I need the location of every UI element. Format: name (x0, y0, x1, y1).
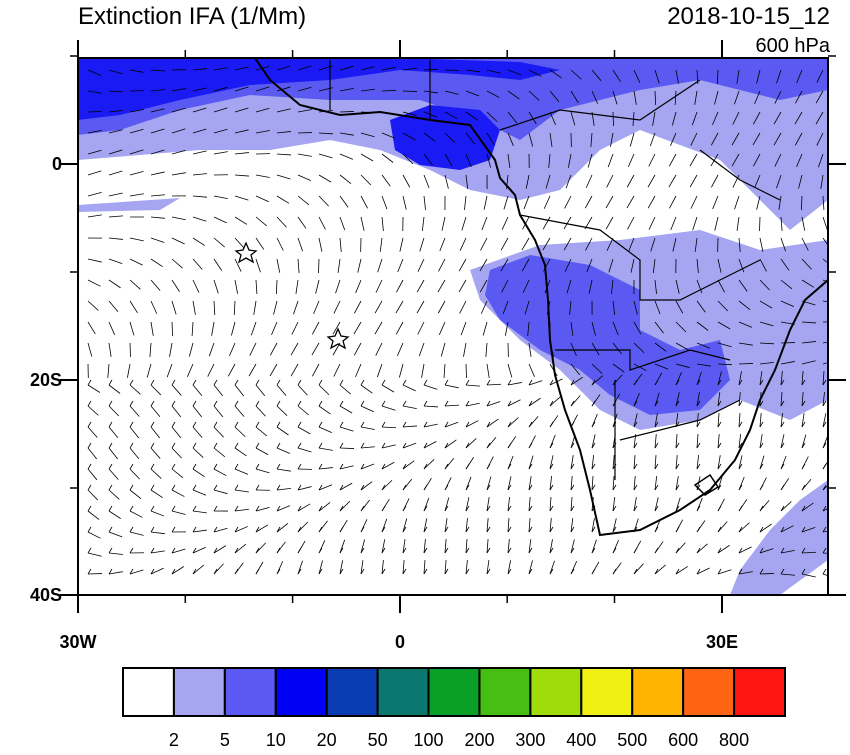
colorbar-label: 400 (566, 730, 596, 750)
colorbar-box (581, 668, 632, 716)
wind-barb (340, 111, 354, 112)
colorbar-label: 100 (414, 730, 444, 750)
title: Extinction IFA (1/Mm) (78, 3, 306, 30)
colorbar-label: 300 (515, 730, 545, 750)
colorbar-box (479, 668, 530, 716)
colorbar-box (174, 668, 225, 716)
colorbar-box (327, 668, 378, 716)
colorbar-label: 50 (368, 730, 388, 750)
pressure-level: 600 hPa (755, 35, 830, 57)
colorbar-box (734, 668, 785, 716)
x-tick-label: 30W (59, 632, 96, 652)
colorbar: 2 5 10 20 50 100 200 300 400 500 600 800 (123, 668, 785, 750)
colorbar-label: 2 (169, 730, 179, 750)
colorbar-label: 800 (719, 730, 749, 750)
x-tick-label: 0 (395, 632, 405, 652)
wind-barb (403, 91, 417, 92)
colorbar-label: 10 (266, 730, 286, 750)
x-tick-label: 30E (706, 632, 738, 652)
wind-barb (613, 112, 614, 126)
colorbar-box (683, 668, 734, 716)
wind-barb (88, 111, 102, 112)
y-tick-label: 40S (30, 585, 62, 605)
colorbar-box (632, 668, 683, 716)
valid-time: 2018-10-15_12 (667, 3, 830, 30)
colorbar-label: 600 (668, 730, 698, 750)
colorbar-label: 20 (317, 730, 337, 750)
colorbar-box (123, 668, 174, 716)
wind-barb (739, 363, 753, 364)
wind-barb (760, 573, 774, 574)
map-area (78, 58, 837, 595)
colorbar-label: 5 (220, 730, 230, 750)
colorbar-box (378, 668, 429, 716)
colorbar-box (429, 668, 480, 716)
y-tick-label: 20S (30, 370, 62, 390)
colorbar-label: 200 (464, 730, 494, 750)
colorbar-box (225, 668, 276, 716)
colorbar-box (530, 668, 581, 716)
wind-barb (466, 364, 467, 378)
colorbar-label: 500 (617, 730, 647, 750)
colorbar-box (276, 668, 327, 716)
